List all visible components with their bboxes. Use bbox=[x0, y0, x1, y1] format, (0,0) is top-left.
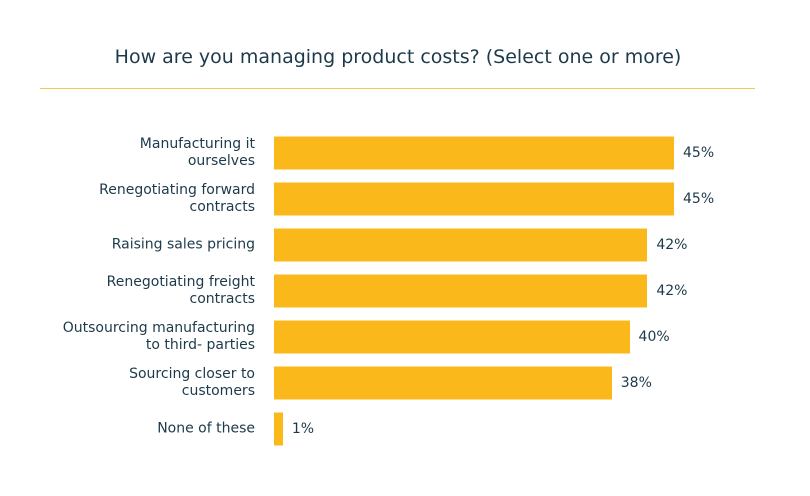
value-label: 42% bbox=[656, 283, 688, 299]
category-label: Renegotiating forward contracts bbox=[99, 182, 255, 215]
category-label: None of these bbox=[157, 420, 255, 437]
category-label: Manufacturing it ourselves bbox=[139, 136, 255, 169]
category-label: Sourcing closer to customers bbox=[129, 366, 255, 399]
bar bbox=[274, 320, 630, 354]
category-label: Raising sales pricing bbox=[111, 236, 255, 253]
value-label: 45% bbox=[683, 145, 715, 161]
category-label: Outsourcing manufacturing to third- part… bbox=[62, 320, 255, 353]
bar bbox=[274, 274, 648, 308]
bar bbox=[274, 412, 283, 446]
divider bbox=[40, 88, 755, 89]
value-label: 45% bbox=[683, 191, 715, 207]
value-label: 40% bbox=[638, 329, 670, 345]
value-label: 1% bbox=[291, 421, 315, 437]
value-label: 42% bbox=[656, 237, 688, 253]
bar bbox=[274, 366, 612, 400]
bar bbox=[274, 136, 674, 170]
category-label: Renegotiating freight contracts bbox=[106, 274, 255, 307]
chart-title: How are you managing product costs? (Sel… bbox=[114, 46, 682, 68]
value-label: 38% bbox=[620, 375, 652, 391]
bar bbox=[274, 182, 674, 216]
bar bbox=[274, 228, 648, 262]
